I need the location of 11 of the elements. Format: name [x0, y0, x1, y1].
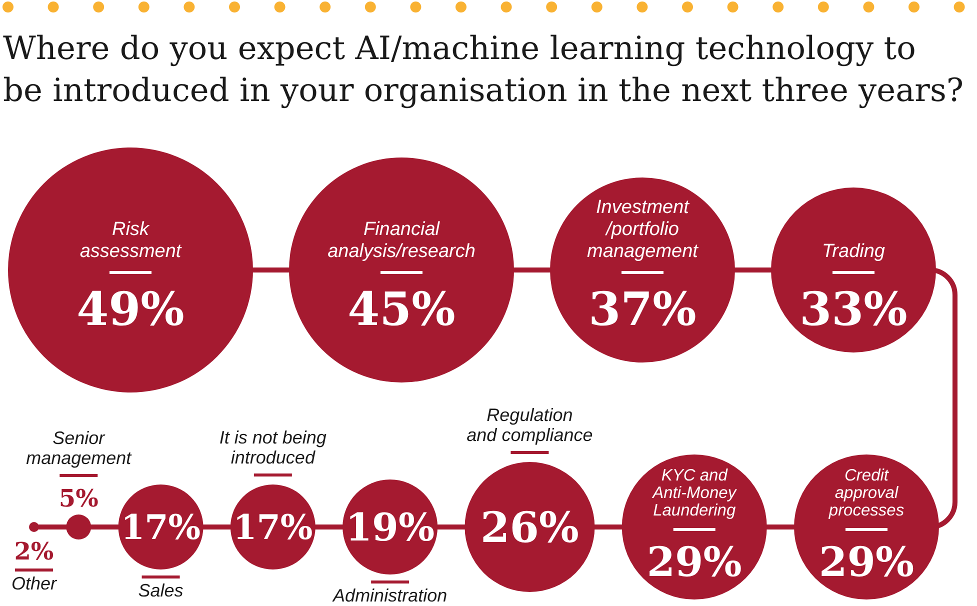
category-label: Trading — [822, 240, 886, 262]
category-label: Sales — [138, 580, 184, 600]
text: Where do you expect AI/machine learning technology to be introduced in your organisation in the next three years? — [3, 28, 964, 111]
category-label: Financial analysis/research — [328, 218, 476, 262]
data-label: 29% — [646, 538, 742, 586]
category-label: Administration — [332, 586, 448, 606]
data-label: 2% — [14, 536, 54, 566]
category-label: Investment /portfolio management — [587, 196, 699, 262]
data-label: 29% — [818, 538, 914, 586]
category-label: Risk assessment — [80, 218, 182, 262]
category-label: Other — [11, 574, 58, 594]
